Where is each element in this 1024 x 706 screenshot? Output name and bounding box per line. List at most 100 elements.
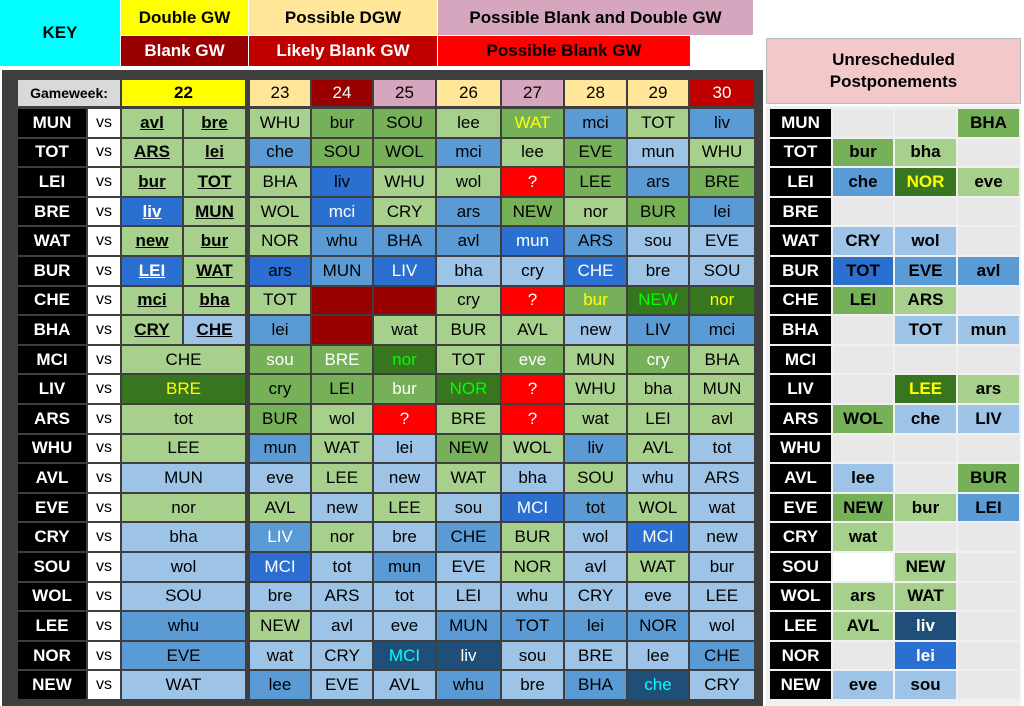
fixture-cell: NOR: [628, 612, 688, 640]
fixture-cell: LEI: [312, 375, 372, 403]
vs-label: vs: [88, 286, 120, 315]
unres-cell: [958, 286, 1019, 315]
unres-cell: EVE: [895, 257, 956, 285]
fixture-cell: SOU: [565, 464, 626, 492]
fixture-cell: ?: [502, 405, 563, 433]
fixture-cell: EVE: [690, 227, 754, 255]
unres-cell: [958, 345, 1019, 374]
team-label: EVE: [18, 493, 86, 522]
unres-cell: NOR: [895, 168, 956, 196]
fixture-cell: ?: [502, 286, 563, 315]
fixture-cell: ARS: [312, 582, 372, 611]
fixture-cell: bre: [184, 109, 245, 137]
vs-label: vs: [88, 464, 120, 492]
unres-cell: ars: [958, 375, 1019, 403]
key-possible-blank-double: Possible Blank and Double GW: [438, 0, 753, 35]
fixture-cell: BUR: [250, 405, 310, 433]
unres-cell: bur: [895, 493, 956, 522]
fixture-cell: LEI: [628, 405, 688, 433]
fixture-cell: che: [250, 138, 310, 167]
fixture-cell: SOU: [312, 138, 372, 167]
fixture-cell: AVL: [374, 671, 435, 699]
unres-cell: AVL: [833, 612, 893, 640]
unrescheduled-postponements-header: Unrescheduled Postponements: [766, 38, 1021, 104]
unres-team-label: NEW: [770, 671, 831, 699]
unres-cell: [833, 316, 893, 344]
fixture-cell: che: [628, 671, 688, 699]
vs-label: vs: [88, 405, 120, 433]
key-possible-blank-gw: Possible Blank GW: [438, 36, 690, 66]
unres-cell: [895, 345, 956, 374]
unres-team-label: WOL: [770, 582, 831, 611]
fixture-cell: lei: [250, 316, 310, 344]
vs-label: vs: [88, 168, 120, 196]
fixture-cell: ars: [250, 257, 310, 285]
unres-team-label: MCI: [770, 345, 831, 374]
fixture-cell: eve: [250, 464, 310, 492]
fixture-cell: mci: [312, 197, 372, 226]
team-label: BHA: [18, 316, 86, 344]
fixture-cell: avl: [690, 405, 754, 433]
fixture-cell: wol: [437, 168, 500, 196]
fixture-cell: ars: [628, 168, 688, 196]
vs-label: vs: [88, 582, 120, 611]
fixture-cell: new: [565, 316, 626, 344]
unres-cell: liv: [895, 612, 956, 640]
fixture-cell: MUN: [122, 464, 245, 492]
unres-cell: ARS: [895, 286, 956, 315]
fixture-cell: tot: [565, 493, 626, 522]
fixture-cell: CRY: [312, 641, 372, 670]
fixture-cell: liv: [565, 434, 626, 463]
fixture-cell: BRE: [312, 345, 372, 374]
fixture-cell: ARS: [122, 138, 182, 167]
team-label: SOU: [18, 553, 86, 581]
team-label: NEW: [18, 671, 86, 699]
gameweek-header: 27: [502, 80, 563, 106]
fixture-cell: CRY: [565, 582, 626, 611]
fixture-cell: wol: [565, 523, 626, 551]
unres-cell: [958, 553, 1019, 581]
fixture-cell: lei: [184, 138, 245, 167]
fixture-cell: TOT: [628, 109, 688, 137]
unres-cell: [958, 138, 1019, 167]
fixture-cell: bur: [565, 286, 626, 315]
fixture-cell: tot: [122, 405, 245, 433]
vs-label: vs: [88, 138, 120, 167]
fixture-cell: LEE: [565, 168, 626, 196]
fixture-cell: NOR: [502, 553, 563, 581]
unres-cell: bur: [833, 138, 893, 167]
fixture-cell: BHA: [690, 345, 754, 374]
team-label: LEE: [18, 612, 86, 640]
fixture-cell: MCI: [502, 493, 563, 522]
vs-label: vs: [88, 671, 120, 699]
fixture-cell: bur: [184, 227, 245, 255]
unres-cell: [833, 197, 893, 226]
fixture-cell: sou: [437, 493, 500, 522]
vs-label: vs: [88, 493, 120, 522]
fixture-cell: whu: [502, 582, 563, 611]
fixture-cell: CRY: [122, 316, 182, 344]
fixture-cell: WHU: [374, 168, 435, 196]
fixture-cell: wat: [250, 641, 310, 670]
fixture-cell: MUN: [184, 197, 245, 226]
team-label: WHU: [18, 434, 86, 463]
fixture-cell: new: [312, 493, 372, 522]
fixture-cell: BRE: [690, 168, 754, 196]
unres-cell: BUR: [958, 464, 1019, 492]
fixture-cell: mci: [690, 316, 754, 344]
fixture-cell: cry: [502, 257, 563, 285]
fixture-cell: mci: [565, 109, 626, 137]
fixture-cell: LIV: [628, 316, 688, 344]
team-label: AVL: [18, 464, 86, 492]
fixture-cell: CRY: [690, 671, 754, 699]
fixture-cell: LIV: [250, 523, 310, 551]
fixture-cell: whu: [122, 612, 245, 640]
fixture-cell: WOL: [628, 493, 688, 522]
fixture-cell: bur: [312, 109, 372, 137]
fixture-cell: cry: [628, 345, 688, 374]
fixture-cell: liv: [312, 168, 372, 196]
fixture-cell: MCI: [374, 641, 435, 670]
fixture-cell: nor: [122, 493, 245, 522]
vs-label: vs: [88, 375, 120, 403]
fixture-cell: mun: [250, 434, 310, 463]
